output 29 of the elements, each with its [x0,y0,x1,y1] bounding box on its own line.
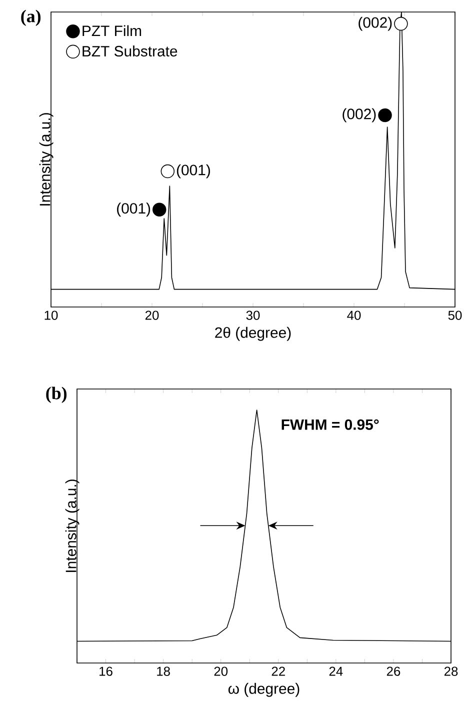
x-tick-label: 20 [214,666,228,676]
annotation: (002) [342,108,376,122]
x-tick-label: 16 [100,666,112,676]
x-axis-title: ω (degree) [228,682,300,697]
annotation: (001) [176,164,210,178]
x-tick-label: 24 [329,666,343,676]
x-tick-label: 28 [444,666,458,676]
point [394,16,408,31]
chart-title: (b) [46,386,67,403]
annotation: FWHM = 0.95° [282,419,379,430]
annotation: (002) [358,16,392,31]
x-tick-label: 18 [157,666,170,676]
x-tick-label: 10 [44,310,58,320]
legend-label: PZT Film [82,25,142,36]
y-axis-title: Intensity (a.u.) [39,113,54,206]
chart-title: (a) [21,10,41,26]
x-tick-label: 26 [386,666,400,676]
x-tick-label: 20 [145,310,159,320]
point [152,202,166,217]
x-tick-label: 40 [347,310,361,320]
annotation: (001) [117,202,150,217]
x-tick-label: 50 [448,310,462,320]
point [160,164,175,178]
y-axis-title: Intensity (a.u.) [65,480,80,572]
x-axis-title: 2θ (degree) [215,326,291,341]
legend-label: BZT Substrate [82,46,178,56]
point [378,108,392,122]
x-tick-label: 30 [246,310,260,320]
x-tick-label: 22 [272,666,285,676]
